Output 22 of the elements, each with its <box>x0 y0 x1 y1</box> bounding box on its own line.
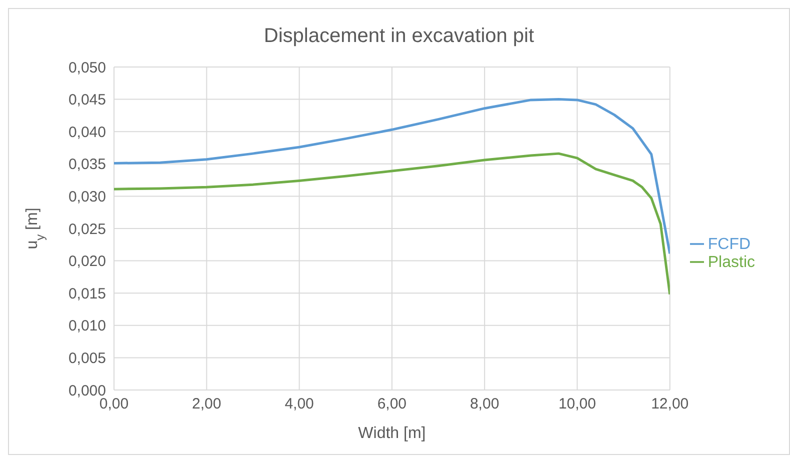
y-tick-label: 0,040 <box>68 124 106 141</box>
y-tick-label: 0,030 <box>68 188 106 206</box>
y-tick-label: 0,025 <box>68 220 106 238</box>
x-tick-label: 6,00 <box>377 396 407 413</box>
x-tick-label: 8,00 <box>470 396 500 413</box>
y-tick-label: 0,020 <box>68 253 106 270</box>
x-tick-label: 4,00 <box>284 396 314 413</box>
y-tick-label: 0,010 <box>68 318 106 335</box>
y-tick-label: 0,050 <box>68 59 106 76</box>
chart-title: Displacement in excavation pit <box>262 24 536 49</box>
x-tick-label: 10,00 <box>558 396 596 413</box>
legend-label: Plastic <box>708 254 755 270</box>
x-tick-label: 12,00 <box>651 396 689 413</box>
y-tick-label: 0,005 <box>68 350 106 368</box>
y-tick-label: 0,035 <box>68 156 106 174</box>
x-axis-title: Width [m] <box>358 425 426 442</box>
legend-label: FCFD <box>708 236 751 252</box>
x-tick-label: 2,00 <box>192 396 222 413</box>
line-series <box>114 98 670 255</box>
line-series <box>114 152 670 296</box>
y-tick-label: 0,045 <box>68 92 106 109</box>
y-tick-label: 0,015 <box>68 285 106 302</box>
